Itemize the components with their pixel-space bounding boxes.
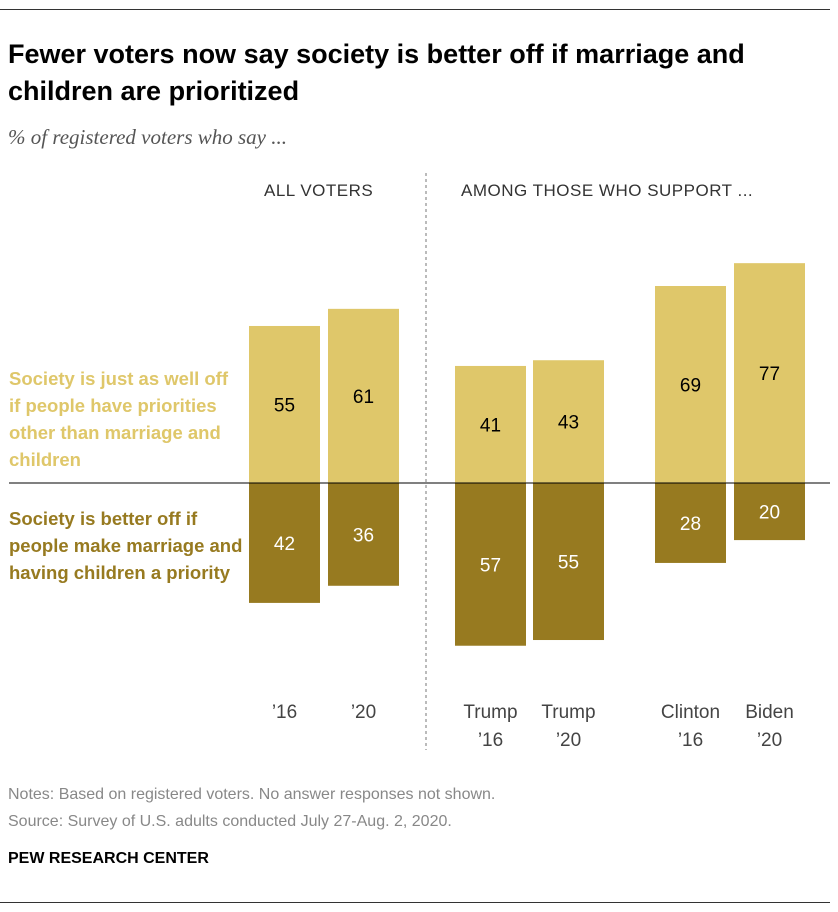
- source: Source: Survey of U.S. adults conducted …: [8, 813, 452, 830]
- bar-better-off: [655, 483, 726, 563]
- data-label: 20: [759, 503, 780, 524]
- data-label: 43: [558, 413, 579, 434]
- chart-title: Fewer voters now say society is better o…: [8, 39, 745, 106]
- bar-better-off: [328, 483, 399, 586]
- legend-better-off: Society is better off if people make mar…: [9, 508, 243, 583]
- data-label: 55: [274, 395, 295, 416]
- data-label: 61: [353, 387, 374, 408]
- category-label: ’20: [351, 702, 376, 723]
- data-label: 77: [759, 364, 780, 385]
- category-label: Trump: [541, 702, 595, 723]
- category-label: Trump: [463, 702, 517, 723]
- bar-better-off: [249, 483, 320, 603]
- bar-as-well-off: [734, 263, 805, 483]
- bar-better-off: [455, 483, 526, 646]
- category-label: ’16: [678, 730, 703, 751]
- category-label: ’20: [556, 730, 581, 751]
- top-rule: [0, 9, 830, 10]
- bar-as-well-off: [249, 325, 320, 483]
- data-label: 57: [480, 555, 501, 576]
- group-header-all: ALL VOTERS: [264, 181, 374, 200]
- category-label: ’16: [478, 730, 503, 751]
- notes: Notes: Based on registered voters. No an…: [8, 786, 496, 803]
- bar-better-off: [533, 483, 604, 641]
- bar-as-well-off: [455, 365, 526, 483]
- chart-subtitle: % of registered voters who say ...: [8, 125, 287, 149]
- data-label: 42: [274, 534, 295, 555]
- bar-as-well-off: [655, 286, 726, 483]
- group-header-support: AMONG THOSE WHO SUPPORT ...: [461, 181, 754, 200]
- data-label: 55: [558, 553, 579, 574]
- category-label: Clinton: [661, 702, 720, 723]
- brand-logo-text: PEW RESEARCH CENTER: [8, 850, 209, 867]
- category-label: Biden: [745, 702, 794, 723]
- data-label: 36: [353, 525, 374, 546]
- data-label: 28: [680, 514, 701, 535]
- bar-as-well-off: [328, 308, 399, 483]
- legend-as-well-off: Society is just as well off if people ha…: [9, 368, 228, 470]
- bar-as-well-off: [533, 360, 604, 483]
- data-label: 41: [480, 415, 501, 436]
- bar-better-off: [734, 483, 805, 541]
- bottom-rule: [0, 902, 830, 903]
- category-label: ’20: [757, 730, 782, 751]
- data-label: 69: [680, 376, 701, 397]
- category-label: ’16: [272, 702, 297, 723]
